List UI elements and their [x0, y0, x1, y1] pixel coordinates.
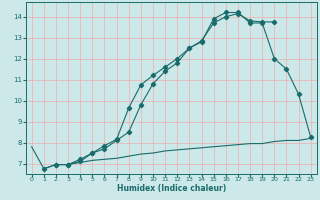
- X-axis label: Humidex (Indice chaleur): Humidex (Indice chaleur): [116, 184, 226, 193]
